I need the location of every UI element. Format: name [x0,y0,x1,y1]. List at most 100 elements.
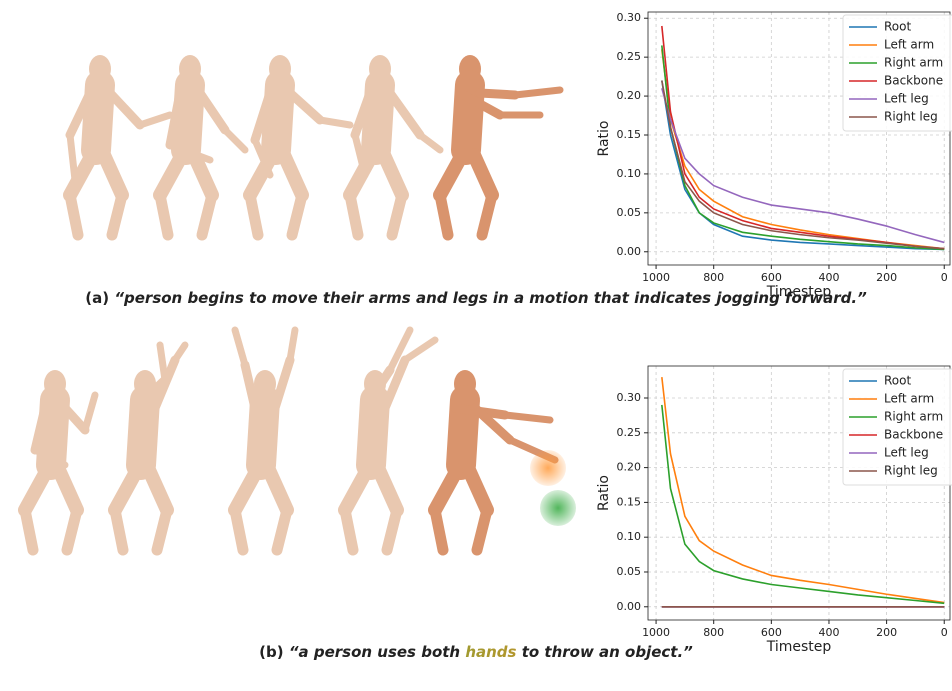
legend-label: Backbone [884,428,943,442]
limb [157,510,167,550]
limb [390,93,420,135]
figure: 0.00 0.05 0.10 0.15 0.20 0.25 0.30 1000 800 600 40… [0,0,952,691]
limb [110,93,140,125]
y-tick-label: 0.25 [617,50,642,63]
limb [140,115,170,125]
x-tick-label: 600 [761,271,782,284]
person [235,330,295,550]
y-tick-label: 0.15 [617,495,642,508]
y-tick-label: 0.15 [617,128,642,141]
y-axis-label: Ratio [596,121,612,157]
y-axis-label: Ratio [596,475,612,511]
limb [59,470,77,510]
legend-label: Root [884,20,911,34]
limb [85,395,95,430]
y-tick-label: 0.10 [617,530,642,543]
hand-glow [540,490,576,526]
limb [350,195,358,235]
legend-label: Right arm [884,56,943,70]
person [250,55,350,235]
limb [345,510,353,550]
x-tick-label: 1000 [642,271,670,284]
limb [261,400,265,465]
limb [115,510,123,550]
limb [276,85,280,150]
limb [477,510,487,550]
limb [284,155,302,195]
limb [392,195,402,235]
legend-label: Right leg [884,464,938,478]
x-tick-label: 200 [876,626,897,639]
limb [112,195,122,235]
x-tick-label: 400 [818,271,839,284]
limb [235,510,243,550]
x-tick-label: 200 [876,271,897,284]
caption-text: to throw an object.” [516,643,693,661]
limb [474,155,492,195]
limb [245,365,255,408]
limb [235,470,257,510]
caption-text: hands [465,643,516,661]
person [115,345,185,550]
person [160,55,245,235]
y-tick-label: 0.00 [617,245,642,258]
x-tick-label: 0 [941,626,948,639]
limb [515,90,560,95]
limb [420,135,440,150]
limb [277,510,287,550]
caption-label: (a) [85,289,109,307]
limb [160,155,182,195]
limb [200,93,225,130]
caption: (a) “person begins to move their arms an… [85,289,867,307]
limb [160,195,168,235]
caption: (b) “a person uses both hands to throw a… [259,643,693,661]
limb [482,195,492,235]
y-tick-label: 0.25 [617,426,642,439]
y-tick-label: 0.05 [617,206,642,219]
limb [25,470,47,510]
limb [320,120,350,125]
limb [141,400,145,465]
limb [115,470,137,510]
y-tick-label: 0.05 [617,565,642,578]
legend-label: Backbone [884,74,943,88]
limb [70,135,75,180]
limb [104,155,122,195]
legend-label: Right leg [884,110,938,124]
caption-label: (b) [259,643,283,661]
limb [290,330,295,360]
person [25,370,95,550]
caption-text: “a person uses both [289,643,466,661]
limb [269,470,287,510]
limb [440,195,448,235]
legend-label: Right arm [884,410,943,424]
legend-label: Left leg [884,92,929,106]
person [350,55,440,235]
limb [435,510,443,550]
y-tick-label: 0.30 [617,11,642,24]
legend-label: Left arm [884,38,934,52]
limb [469,470,487,510]
limb [405,340,435,360]
legend-label: Root [884,374,911,388]
limb [175,345,185,360]
person [440,55,560,235]
limb [225,130,245,150]
x-tick-label: 600 [761,626,782,639]
caption-text: “person begins to move their arms and le… [114,289,867,307]
x-tick-label: 400 [818,626,839,639]
limb [67,510,77,550]
limb [292,195,302,235]
x-tick-label: 0 [941,271,948,284]
y-tick-label: 0.20 [617,89,642,102]
limb [275,360,290,408]
limb [384,155,402,195]
limb [505,415,550,420]
hand-glow [530,450,566,486]
limb [376,85,380,150]
person [345,330,435,550]
x-tick-label: 1000 [642,626,670,639]
limb [440,155,462,195]
limb [25,510,33,550]
x-tick-label: 800 [703,271,724,284]
